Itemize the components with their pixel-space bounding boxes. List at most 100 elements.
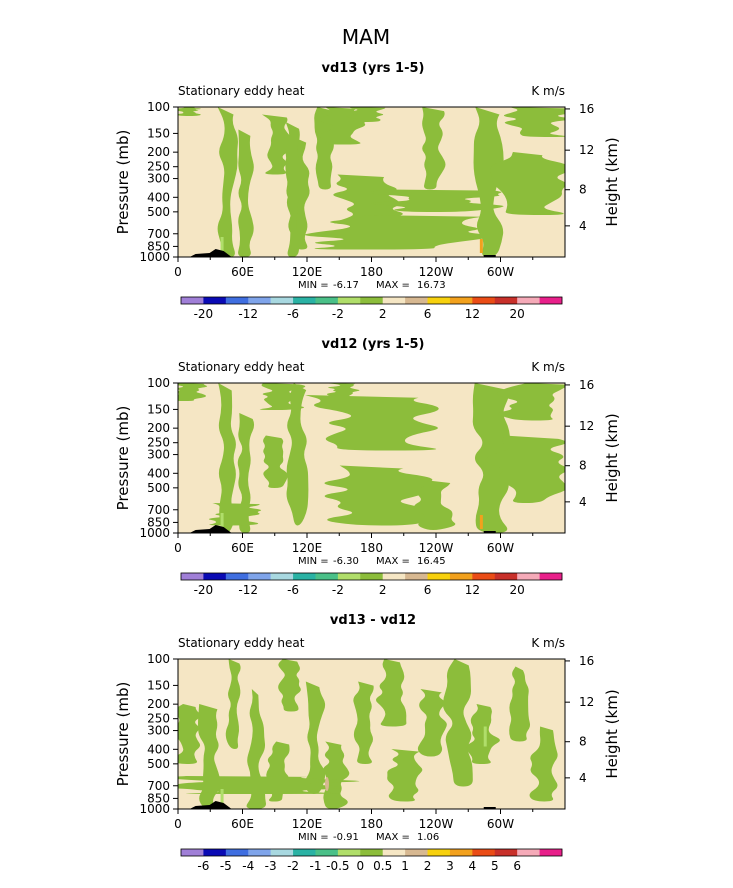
colorbar-swatch [427,849,451,856]
pressure-tick-label: 150 [147,126,170,140]
pressure-tick-label: 1000 [139,526,170,540]
longitude-tick-label: 60E [231,541,254,555]
pressure-tick-label: 1000 [139,250,170,264]
colorbar-swatch [360,573,384,580]
panel-left-label: Stationary eddy heat [178,84,305,98]
contour-region [314,107,335,190]
colorbar-swatch [337,297,361,304]
height-tick-label: 16 [579,378,594,392]
height-tick-label: 4 [579,219,587,233]
pressure-tick-label: 500 [147,481,170,495]
longitude-tick-label: 180 [360,817,383,831]
colorbar-swatch [360,849,384,856]
contour-field [178,107,565,257]
pressure-tick-label: 850 [147,515,170,529]
longitude-tick-label: 0 [174,265,182,279]
colorbar-label: 0.5 [373,859,392,873]
colorbar-swatch [449,849,473,856]
colorbar-swatch [337,573,361,580]
contour-region [286,383,309,526]
colorbar-swatch [181,297,204,304]
colorbar-swatch [203,573,227,580]
topography [483,807,496,809]
colorbar-label: -6 [197,859,209,873]
longitude-tick-label: 120E [292,265,323,279]
contour-region [496,383,565,421]
colorbar-label: -1 [309,859,321,873]
contour-region [220,237,224,251]
colorbar-swatch [405,573,428,580]
pressure-tick-label: 300 [147,448,170,462]
longitude-tick-label: 120W [419,541,454,555]
panel-title: vd13 (yrs 1-5) [322,61,425,76]
colorbar-swatch [472,573,496,580]
contour-region [217,107,238,257]
panel-title: vd13 - vd12 [330,613,416,628]
height-tick-label: 16 [579,102,594,116]
contour-region [473,107,504,257]
height-tick-label: 8 [579,459,587,473]
contour-region [509,666,531,742]
colorbar-swatch [315,573,339,580]
stat-min-value: -6.30 [333,556,359,567]
pressure-tick-label: 700 [147,503,170,517]
colorbar-label: -6 [287,307,299,321]
longitude-tick-label: 180 [360,265,383,279]
pressure-tick-label: 1000 [139,802,170,816]
colorbar-label: 3 [446,859,454,873]
colorbar-swatch [293,849,316,856]
height-tick-label: 12 [579,419,594,433]
longitude-tick-label: 60W [487,817,514,831]
contour-region [178,383,208,401]
colorbar-swatch [225,573,249,580]
longitude-tick-label: 120E [292,817,323,831]
pressure-tick-label: 700 [147,227,170,241]
pressure-tick-label: 200 [147,697,170,711]
pressure-axis-title: Pressure (mb) [114,682,132,787]
colorbar-swatch [405,849,428,856]
colorbar-swatch [293,573,316,580]
colorbar-label: 6 [513,859,521,873]
colorbar-swatch [494,573,518,580]
colorbar-swatch [517,573,540,580]
colorbar-swatch [181,849,204,856]
height-axis-title: Height (km) [603,137,621,226]
pressure-tick-label: 150 [147,678,170,692]
panel-right-label: K m/s [531,360,565,374]
colorbar-label: 6 [424,583,432,597]
contour-region [218,383,236,533]
panel-1: vd13 (yrs 1-5) Stationary eddy heat K m/s 1… [114,61,621,321]
colorbar-label: -3 [265,859,277,873]
longitude-tick-label: 0 [174,817,182,831]
colorbar-label: -2 [287,859,299,873]
height-tick-label: 8 [579,183,587,197]
colorbar-swatch [248,573,271,580]
contour-region [324,383,360,398]
colorbar-swatch [315,849,339,856]
pressure-tick-label: 850 [147,791,170,805]
stat-max-label: MAX = [376,832,410,843]
topography [189,801,232,809]
colorbar-label: -12 [238,583,258,597]
pressure-tick-label: 100 [147,652,170,666]
colorbar-swatch [203,297,227,304]
contour-region [262,114,292,175]
height-tick-label: 16 [579,654,594,668]
contour-region [422,107,446,190]
colorbar-label: -12 [238,307,258,321]
topography [189,525,232,533]
topography [483,531,496,533]
pressure-tick-label: 200 [147,421,170,435]
pressure-tick-label: 250 [147,712,170,726]
colorbar-swatch [270,573,294,580]
longitude-tick-label: 60E [231,817,254,831]
colorbar-swatch [472,297,496,304]
panel-left-label: Stationary eddy heat [178,636,305,650]
stat-max-value: 16.45 [417,556,446,567]
colorbar-swatch [382,297,406,304]
colorbar-label: 2 [379,583,387,597]
pressure-tick-label: 500 [147,757,170,771]
contour-region [503,107,565,137]
contour-region [238,129,254,257]
